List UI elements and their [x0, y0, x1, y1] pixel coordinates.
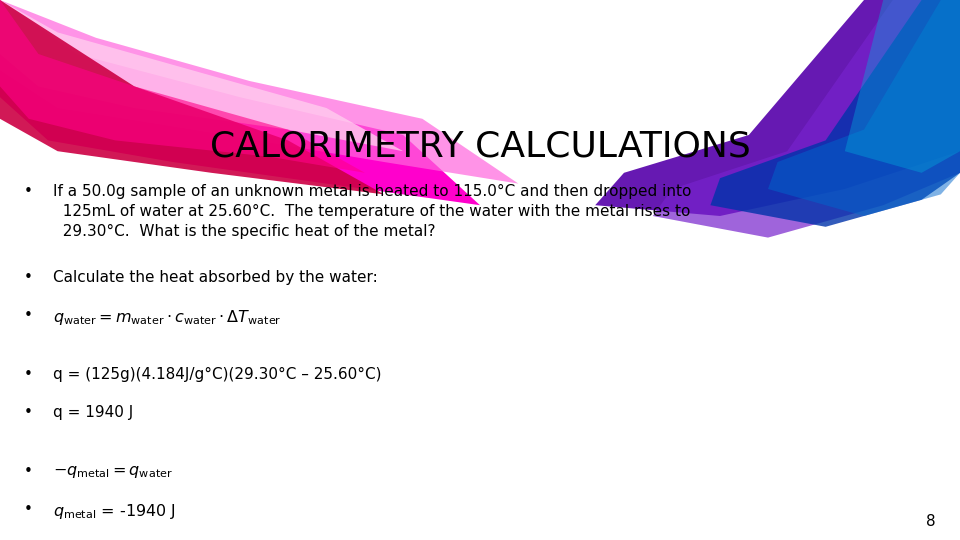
Text: $-q_{\mathrm{metal}} = q_{\mathrm{water}}$: $-q_{\mathrm{metal}} = q_{\mathrm{water}…	[53, 464, 173, 481]
Polygon shape	[0, 0, 384, 194]
Text: q = 1940 J: q = 1940 J	[53, 405, 133, 420]
Text: •: •	[24, 308, 33, 323]
Polygon shape	[653, 0, 960, 238]
Text: If a 50.0g sample of an unknown metal is heated to 115.0°C and then dropped into: If a 50.0g sample of an unknown metal is…	[53, 184, 691, 239]
Text: •: •	[24, 367, 33, 382]
Text: CALORIMETRY CALCULATIONS: CALORIMETRY CALCULATIONS	[209, 130, 751, 164]
Text: •: •	[24, 502, 33, 517]
Text: •: •	[24, 464, 33, 480]
Text: •: •	[24, 184, 33, 199]
Polygon shape	[0, 0, 480, 205]
Text: 8: 8	[926, 514, 936, 529]
Polygon shape	[768, 0, 960, 216]
Polygon shape	[0, 0, 518, 184]
Text: •: •	[24, 270, 33, 285]
Polygon shape	[0, 0, 365, 173]
Text: •: •	[24, 405, 33, 420]
Text: $q_{\mathrm{metal}}$ = -1940 J: $q_{\mathrm{metal}}$ = -1940 J	[53, 502, 176, 521]
Text: q = (125g)(4.184J/g°C)(29.30°C – 25.60°C): q = (125g)(4.184J/g°C)(29.30°C – 25.60°C…	[53, 367, 381, 382]
Polygon shape	[710, 0, 960, 227]
Text: Calculate the heat absorbed by the water:: Calculate the heat absorbed by the water…	[53, 270, 377, 285]
Text: $q_{\mathrm{water}}$$ = m_{\mathrm{water}} \cdot c_{\mathrm{water}} \cdot \Delta: $q_{\mathrm{water}}$$ = m_{\mathrm{water…	[53, 308, 281, 327]
Polygon shape	[595, 0, 960, 216]
Polygon shape	[845, 0, 960, 173]
Polygon shape	[0, 0, 403, 151]
